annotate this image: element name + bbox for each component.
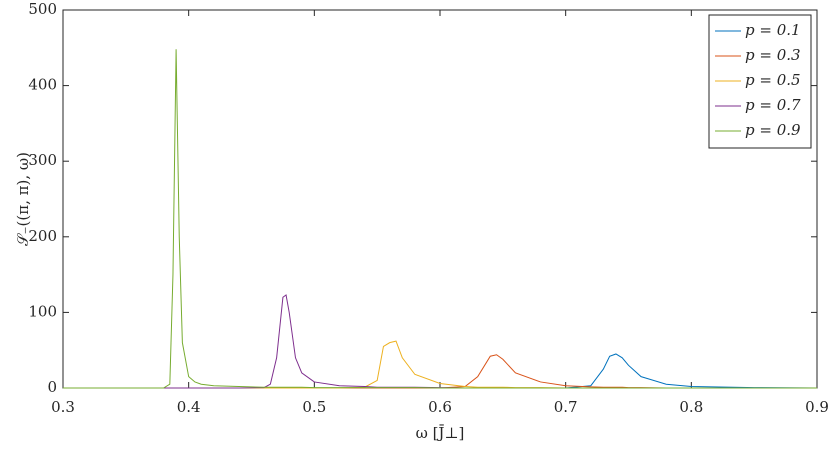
y-tick-label: 500 (28, 0, 57, 18)
legend-label: p = 0.9 (745, 121, 801, 139)
series-line (63, 49, 817, 389)
x-tick-label: 0.8 (679, 398, 703, 416)
x-tick-label: 0.6 (428, 398, 452, 416)
x-tick-label: 0.5 (302, 398, 326, 416)
series-line (63, 294, 817, 389)
x-tick-label: 0.9 (805, 398, 829, 416)
x-tick-label: 0.3 (51, 398, 75, 416)
series-line (63, 340, 817, 389)
legend-label: p = 0.1 (745, 21, 801, 39)
y-axis-label: 𝒮₋((π, π), ω) (14, 152, 32, 246)
y-tick-label: 0 (47, 378, 57, 396)
y-tick-label: 200 (28, 227, 57, 245)
x-tick-label: 0.7 (554, 398, 578, 416)
legend-label: p = 0.5 (745, 71, 801, 89)
y-tick-label: 100 (28, 302, 57, 320)
legend-label: p = 0.7 (745, 96, 801, 114)
y-tick-label: 300 (28, 151, 57, 169)
legend-label: p = 0.3 (745, 46, 801, 64)
x-tick-label: 0.4 (177, 398, 201, 416)
x-axis-label: ω [J̄⊥] (416, 424, 465, 442)
y-tick-label: 400 (28, 76, 57, 94)
